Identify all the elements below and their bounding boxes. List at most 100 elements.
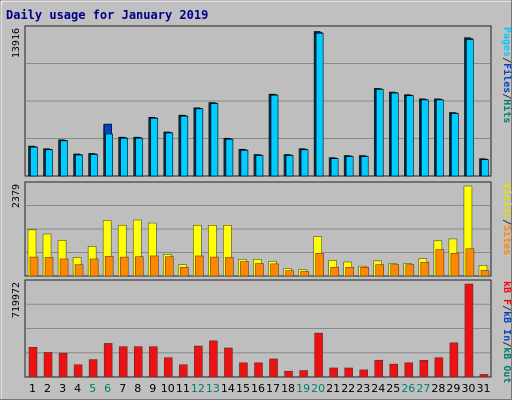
day-label-23: 23 [356,382,370,395]
bar-pages-day-26 [406,95,414,177]
bar-kb-f-day-27 [419,359,429,378]
bar-pages-day-7 [120,137,128,177]
bar-kb-f-day-23 [359,369,368,378]
legend-entry: kB Out [501,347,512,383]
legend-entry: kB F [501,281,512,305]
max-label-kb-f-in-out: 719972 [11,282,22,318]
bar-pages-day-13 [210,103,219,177]
bar-sites-day-22 [345,267,354,277]
bar-kb-f-day-12 [194,345,203,378]
axis-legend-kb-f-in-out: kB F/kB In/kB Out [501,281,512,383]
day-label-3: 3 [59,382,66,395]
bar-pages-day-21 [330,158,339,177]
day-label-19: 19 [296,382,310,395]
bar-sites-day-12 [195,255,204,277]
bar-pages-day-23 [360,156,369,177]
bar-sites-day-21 [330,267,339,277]
bar-kb-f-day-24 [374,359,383,378]
day-label-1: 1 [29,382,36,395]
day-label-2: 2 [44,382,51,395]
bar-sites-day-26 [405,264,415,277]
day-label-8: 8 [134,382,141,395]
bar-pages-day-4 [75,154,83,177]
bar-kb-f-day-9 [149,346,158,378]
bar-sites-day-15 [240,261,249,277]
bar-sites-day-19 [300,271,309,277]
bar-sites-day-18 [285,270,294,277]
legend-entry: Files [501,63,512,93]
bar-pages-day-25 [390,92,399,177]
bar-sites-day-20 [315,253,324,277]
bar-kb-f-day-15 [239,362,248,378]
bar-pages-day-1 [30,146,38,177]
legend-entry: Visits [501,183,512,219]
bar-pages-day-29 [451,113,459,177]
day-label-7: 7 [119,382,126,395]
bar-sites-day-31 [480,270,490,277]
day-label-10: 10 [161,382,175,395]
bar-sites-day-25 [390,264,400,277]
bar-kb-f-day-28 [434,357,444,378]
bar-kb-f-day-7 [118,346,128,378]
bar-kb-f-day-29 [449,342,459,378]
bar-sites-day-2 [44,257,54,277]
day-label-30: 30 [461,382,475,395]
bar-pages-day-5 [90,154,98,177]
axis-legend-visits-sites: Visits/Sites [501,183,512,255]
bar-kb-f-day-5 [88,359,98,378]
bar-sites-day-5 [89,258,99,277]
day-label-21: 21 [326,382,340,395]
bar-kb-f-day-3 [58,352,68,378]
bar-sites-day-11 [180,267,189,277]
day-label-22: 22 [341,382,355,395]
bar-pages-day-14 [225,138,234,177]
bar-pages-day-22 [345,156,354,177]
bar-kb-f-day-16 [254,362,263,378]
bar-kb-f-day-13 [209,340,218,378]
bar-kb-f-day-4 [73,364,83,378]
day-label-15: 15 [236,382,250,395]
bar-kb-f-day-6 [103,343,113,378]
bar-kb-f-day-1 [28,347,38,378]
bar-pages-day-19 [300,149,309,177]
bar-pages-day-3 [60,140,68,177]
bar-kb-f-day-20 [314,332,323,378]
bar-pages-day-9 [150,117,159,177]
bar-kb-f-day-18 [284,370,293,378]
day-label-13: 13 [206,382,220,395]
bar-kb-f-day-14 [224,347,233,378]
legend-entry: / [501,219,512,225]
bar-kb-f-day-2 [43,352,53,378]
bar-pages-day-24 [375,89,384,177]
day-label-12: 12 [191,382,205,395]
day-label-11: 11 [176,382,190,395]
legend-entry: kB In [501,311,512,341]
bar-kb-f-day-25 [389,363,399,378]
bar-kb-f-day-31 [479,374,489,378]
chart-title: Daily usage for January 2019 [6,8,209,22]
bar-pages-day-15 [240,149,249,177]
day-label-9: 9 [149,382,156,395]
bar-kb-f-day-19 [299,370,308,378]
bar-sites-day-17 [270,263,279,277]
legend-entry: Sites [501,225,512,255]
max-label-pages-files-hits: 13916 [11,28,22,58]
legend-entry: Hits [501,99,512,123]
bar-sites-day-28 [435,249,445,277]
day-label-27: 27 [416,382,430,395]
bar-sites-day-9 [150,255,159,277]
day-label-31: 31 [476,382,490,395]
bar-sites-day-6 [104,256,114,277]
bar-kb-f-day-11 [179,364,188,378]
bar-sites-day-10 [165,256,174,277]
bar-sites-day-30 [465,248,475,277]
bar-kb-f-day-21 [329,367,338,378]
day-label-24: 24 [371,382,385,395]
bar-sites-day-14 [225,257,234,277]
bar-kb-f-day-30 [464,283,474,378]
bar-pages-day-6 [105,133,113,177]
bar-pages-day-20 [315,33,324,177]
day-label-14: 14 [221,382,235,395]
